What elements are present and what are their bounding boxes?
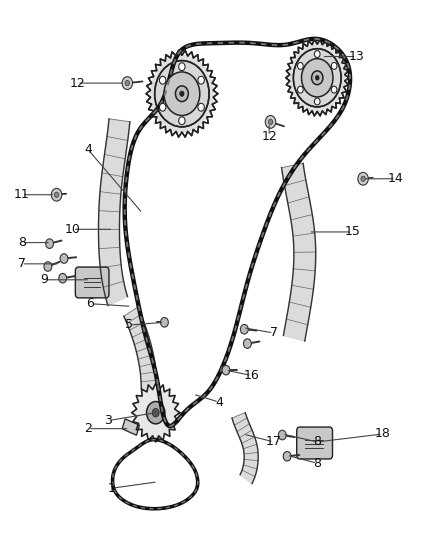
Circle shape	[46, 239, 53, 248]
Polygon shape	[99, 119, 130, 305]
Circle shape	[297, 62, 303, 69]
Text: 13: 13	[349, 50, 364, 63]
Circle shape	[297, 86, 303, 93]
Text: 12: 12	[69, 77, 85, 90]
Circle shape	[315, 76, 319, 80]
Circle shape	[244, 339, 251, 349]
Circle shape	[164, 72, 200, 116]
Circle shape	[222, 366, 230, 375]
Polygon shape	[232, 413, 258, 483]
Circle shape	[290, 44, 345, 111]
Circle shape	[176, 86, 188, 102]
Text: 10: 10	[65, 223, 81, 236]
Circle shape	[150, 55, 213, 132]
Text: 4: 4	[215, 395, 223, 409]
Circle shape	[122, 77, 133, 90]
Text: 14: 14	[388, 172, 404, 185]
Circle shape	[147, 401, 165, 424]
Circle shape	[198, 76, 205, 84]
Circle shape	[358, 172, 368, 185]
Text: 8: 8	[313, 457, 321, 470]
Circle shape	[179, 117, 185, 125]
Circle shape	[152, 408, 159, 417]
Text: 7: 7	[18, 257, 26, 270]
Circle shape	[361, 176, 365, 181]
Circle shape	[159, 76, 166, 84]
Circle shape	[293, 49, 341, 107]
Text: 9: 9	[40, 273, 48, 286]
FancyBboxPatch shape	[75, 267, 109, 298]
Circle shape	[314, 98, 320, 105]
Polygon shape	[132, 383, 180, 442]
Circle shape	[331, 62, 337, 69]
Circle shape	[331, 86, 337, 93]
Circle shape	[311, 71, 323, 85]
Circle shape	[54, 192, 59, 197]
Text: 5: 5	[126, 319, 134, 332]
Text: 15: 15	[344, 225, 360, 238]
Text: 1: 1	[108, 482, 116, 495]
Circle shape	[301, 59, 333, 97]
Text: 2: 2	[84, 422, 92, 435]
Text: 8: 8	[313, 435, 321, 448]
Text: 4: 4	[84, 143, 92, 156]
Text: 18: 18	[375, 427, 391, 440]
Circle shape	[125, 80, 130, 86]
Polygon shape	[122, 419, 139, 435]
Circle shape	[198, 103, 205, 111]
Circle shape	[314, 51, 320, 58]
Circle shape	[240, 325, 248, 334]
FancyBboxPatch shape	[297, 427, 332, 459]
Circle shape	[51, 188, 62, 201]
Circle shape	[265, 116, 276, 128]
Circle shape	[159, 103, 166, 111]
Circle shape	[283, 451, 291, 461]
Circle shape	[268, 119, 273, 125]
Text: 6: 6	[86, 297, 94, 310]
Circle shape	[59, 273, 67, 283]
Polygon shape	[124, 307, 157, 389]
Circle shape	[180, 91, 184, 96]
Text: 16: 16	[244, 369, 260, 382]
Circle shape	[179, 63, 185, 71]
Text: 7: 7	[269, 326, 278, 340]
Circle shape	[279, 430, 286, 440]
Circle shape	[155, 61, 209, 127]
Circle shape	[44, 262, 52, 271]
Circle shape	[60, 254, 68, 263]
Text: 17: 17	[265, 435, 282, 448]
Text: 8: 8	[18, 236, 26, 249]
Text: 12: 12	[261, 130, 277, 143]
Polygon shape	[282, 163, 316, 341]
Text: 3: 3	[104, 414, 112, 427]
Circle shape	[160, 318, 168, 327]
Text: 11: 11	[14, 188, 29, 201]
